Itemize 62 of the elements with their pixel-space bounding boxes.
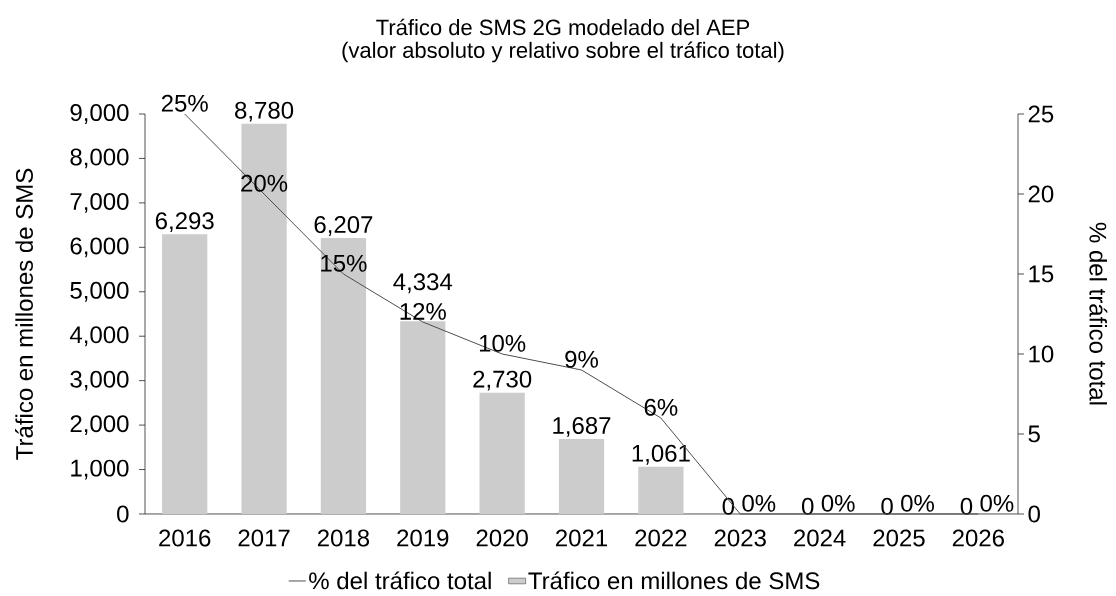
x-tick-label: 2023 xyxy=(714,529,766,547)
x-tick-label: 2024 xyxy=(794,529,846,547)
data-label: 1,687 xyxy=(553,416,611,437)
data-label: 6% xyxy=(644,398,678,416)
y-tick-label: 3,000 xyxy=(70,370,129,391)
x-tick-label: 2025 xyxy=(873,529,925,547)
bar xyxy=(320,238,367,514)
bar xyxy=(638,466,684,514)
y2-tick-label: 5 xyxy=(1028,425,1040,443)
bar xyxy=(241,123,287,514)
data-label: 6,293 xyxy=(155,212,214,233)
data-label: 6,207 xyxy=(314,216,373,236)
x-tick-label: 2016 xyxy=(159,529,211,547)
legend-label: % del tráfico total xyxy=(309,571,491,590)
y-tick-label: 4,000 xyxy=(69,326,129,347)
chart-subtitle: (valor absoluto y relativo sobre el tráfico total) xyxy=(342,41,784,63)
y-tick-label: 8,000 xyxy=(70,148,129,169)
data-label: 0% xyxy=(901,494,934,512)
data-label: 0 xyxy=(960,497,973,515)
y2-tick-label: 20 xyxy=(1028,185,1054,203)
data-label: 25% xyxy=(161,94,208,112)
data-label: 0 xyxy=(801,497,814,515)
data-label: 0% xyxy=(980,494,1014,512)
y-tick-label: 2,000 xyxy=(70,415,129,436)
x-tick-label: 2020 xyxy=(476,529,528,547)
y-axis-title: Tráfico en millones de SMS xyxy=(15,168,33,460)
bar xyxy=(400,321,446,514)
x-tick-label: 2017 xyxy=(238,529,290,547)
data-label: 9% xyxy=(565,350,598,368)
y-tick-label: 1,000 xyxy=(71,459,129,480)
data-label: 8,780 xyxy=(235,101,294,122)
data-label: 10% xyxy=(479,334,526,352)
data-label: 0 xyxy=(881,497,893,515)
data-label: 1,061 xyxy=(632,444,690,465)
y-tick-label: 7,000 xyxy=(70,192,129,213)
bar xyxy=(479,392,525,514)
x-tick-label: 2021 xyxy=(556,529,608,547)
data-label: 0% xyxy=(742,494,776,512)
x-tick-label: 2019 xyxy=(397,529,449,547)
data-label: 0 xyxy=(722,497,735,515)
data-label: 15% xyxy=(321,254,367,272)
x-tick-label: 2026 xyxy=(952,529,1004,547)
bar xyxy=(162,234,208,514)
y-tick-label: 6,000 xyxy=(70,237,129,258)
data-label: 20% xyxy=(241,174,288,192)
y2-axis-title: % del tráfico total xyxy=(1089,222,1108,405)
data-label: 4,334 xyxy=(393,273,453,294)
x-tick-label: 2018 xyxy=(317,529,370,547)
data-label: 0% xyxy=(821,494,855,512)
chart-title: Tráfico de SMS 2G modelado del AEP xyxy=(376,18,750,36)
data-label: 2,730 xyxy=(473,370,532,391)
y-tick-label: 0 xyxy=(117,505,129,523)
bar xyxy=(558,439,605,514)
y-tick-label: 5,000 xyxy=(70,281,129,302)
y2-tick-label: 10 xyxy=(1029,345,1054,363)
y2-tick-label: 0 xyxy=(1028,505,1040,523)
legend-label: Tráfico en millones de SMS xyxy=(528,571,820,590)
y2-tick-label: 15 xyxy=(1029,265,1054,283)
data-label: 12% xyxy=(400,302,446,320)
x-tick-label: 2022 xyxy=(635,529,687,547)
y-tick-label: 9,000 xyxy=(70,104,129,124)
y2-tick-label: 25 xyxy=(1028,105,1054,123)
